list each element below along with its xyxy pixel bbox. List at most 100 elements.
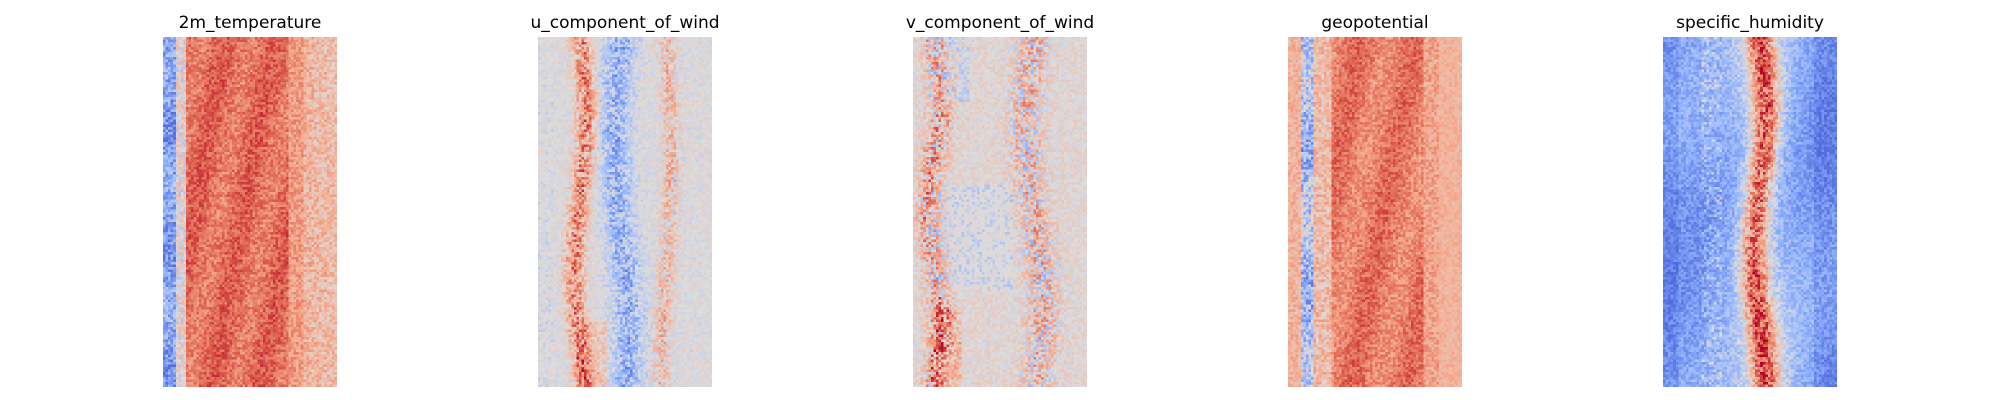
heatmap-cell <box>216 189 220 193</box>
heatmap-cell <box>326 44 330 48</box>
heatmap-cell <box>252 39 256 43</box>
heatmap-cell <box>298 217 302 220</box>
heatmap-cell <box>319 112 322 115</box>
heatmap-cell <box>275 182 279 185</box>
heatmap-cell <box>326 194 330 198</box>
heatmap-cell <box>298 122 302 125</box>
heatmap-cell <box>201 99 205 103</box>
heatmap-cell <box>198 87 202 90</box>
heatmap-cell <box>178 112 181 115</box>
heatmap-cell <box>280 187 284 190</box>
heatmap-cell <box>198 122 202 125</box>
heatmap-cell <box>306 142 309 145</box>
heatmap-cell <box>319 69 322 73</box>
heatmap-cell <box>214 112 217 115</box>
heatmap-cell <box>196 74 199 78</box>
heatmap-cell <box>252 52 256 55</box>
heatmap-cell <box>285 84 289 88</box>
heatmap-cell <box>180 37 184 40</box>
heatmap-cell <box>331 147 335 150</box>
heatmap-cell <box>180 104 184 108</box>
heatmap-cell <box>242 54 245 58</box>
heatmap-cell <box>252 92 256 95</box>
heatmap-cell <box>306 92 309 95</box>
heatmap-cell <box>244 209 248 213</box>
heatmap-cell <box>303 107 307 110</box>
heatmap-cell <box>296 134 299 138</box>
heatmap-cell <box>198 209 202 213</box>
heatmap-cell <box>211 152 215 155</box>
heatmap-cell <box>244 72 248 75</box>
heatmap-cell <box>329 149 332 153</box>
heatmap-cell <box>303 139 307 143</box>
heatmap-cell <box>170 152 174 155</box>
heatmap-cell <box>173 199 176 203</box>
heatmap-cell <box>239 154 243 158</box>
heatmap-cell <box>296 144 299 148</box>
heatmap-cell <box>216 142 220 145</box>
heatmap-cell <box>313 214 317 218</box>
heatmap-cell <box>186 129 189 133</box>
heatmap-cell <box>311 159 315 163</box>
heatmap-cell <box>170 192 174 195</box>
heatmap-cell <box>313 189 317 193</box>
heatmap-cell <box>288 139 292 143</box>
heatmap-cell <box>198 202 202 205</box>
heatmap-cell <box>267 104 271 108</box>
heatmap-cell <box>183 47 187 50</box>
heatmap-cell <box>288 214 292 218</box>
heatmap-cell <box>211 77 215 80</box>
heatmap-cell <box>273 157 276 160</box>
heatmap-cell <box>229 142 233 145</box>
heatmap-cell <box>226 162 230 165</box>
heatmap-cell <box>198 97 202 100</box>
heatmap-cell <box>306 209 309 213</box>
heatmap-cell <box>239 47 243 50</box>
heatmap-cell <box>224 147 228 150</box>
heatmap-cell <box>196 49 199 53</box>
heatmap-cell <box>234 82 238 85</box>
heatmap-cell <box>216 122 220 125</box>
heatmap-cell <box>239 172 243 175</box>
heatmap-cell <box>247 67 251 70</box>
heatmap-cell <box>311 184 315 188</box>
heatmap-cell <box>229 127 233 130</box>
heatmap-cell <box>290 209 294 213</box>
heatmap-cell <box>296 192 299 195</box>
heatmap-cell <box>232 62 235 65</box>
heatmap-cell <box>303 47 307 50</box>
heatmap-cell <box>334 207 337 210</box>
heatmap-cell <box>267 107 271 110</box>
heatmap-cell <box>229 217 233 220</box>
heatmap-cell <box>188 102 192 105</box>
heatmap-cell <box>226 177 230 180</box>
heatmap-cell <box>242 204 245 208</box>
heatmap-cell <box>326 212 330 215</box>
heatmap-cell <box>224 119 228 123</box>
heatmap-cell <box>183 192 187 195</box>
heatmap-cell <box>285 157 289 160</box>
heatmap-cell <box>313 64 317 68</box>
heatmap-cell <box>257 159 261 163</box>
heatmap-cell <box>203 97 207 100</box>
heatmap-cell <box>232 207 235 210</box>
heatmap-cell <box>280 122 284 125</box>
heatmap-cell <box>319 179 322 183</box>
heatmap-cell <box>234 177 238 180</box>
heatmap-cell <box>178 209 181 213</box>
heatmap-cell <box>273 159 276 163</box>
heatmap-cell <box>211 129 215 133</box>
heatmap-cell <box>267 194 271 198</box>
heatmap-cell <box>273 149 276 153</box>
heatmap-cell <box>257 77 261 80</box>
heatmap-cell <box>324 54 327 58</box>
heatmap-cell <box>188 119 192 123</box>
heatmap-cell <box>191 62 194 65</box>
heatmap-cell <box>311 74 315 78</box>
heatmap-cell <box>242 164 245 168</box>
heatmap-cell <box>170 57 174 60</box>
heatmap-cell <box>303 207 307 210</box>
heatmap-cell <box>334 124 337 128</box>
heatmap-cell <box>316 47 320 50</box>
heatmap-cell <box>324 119 327 123</box>
